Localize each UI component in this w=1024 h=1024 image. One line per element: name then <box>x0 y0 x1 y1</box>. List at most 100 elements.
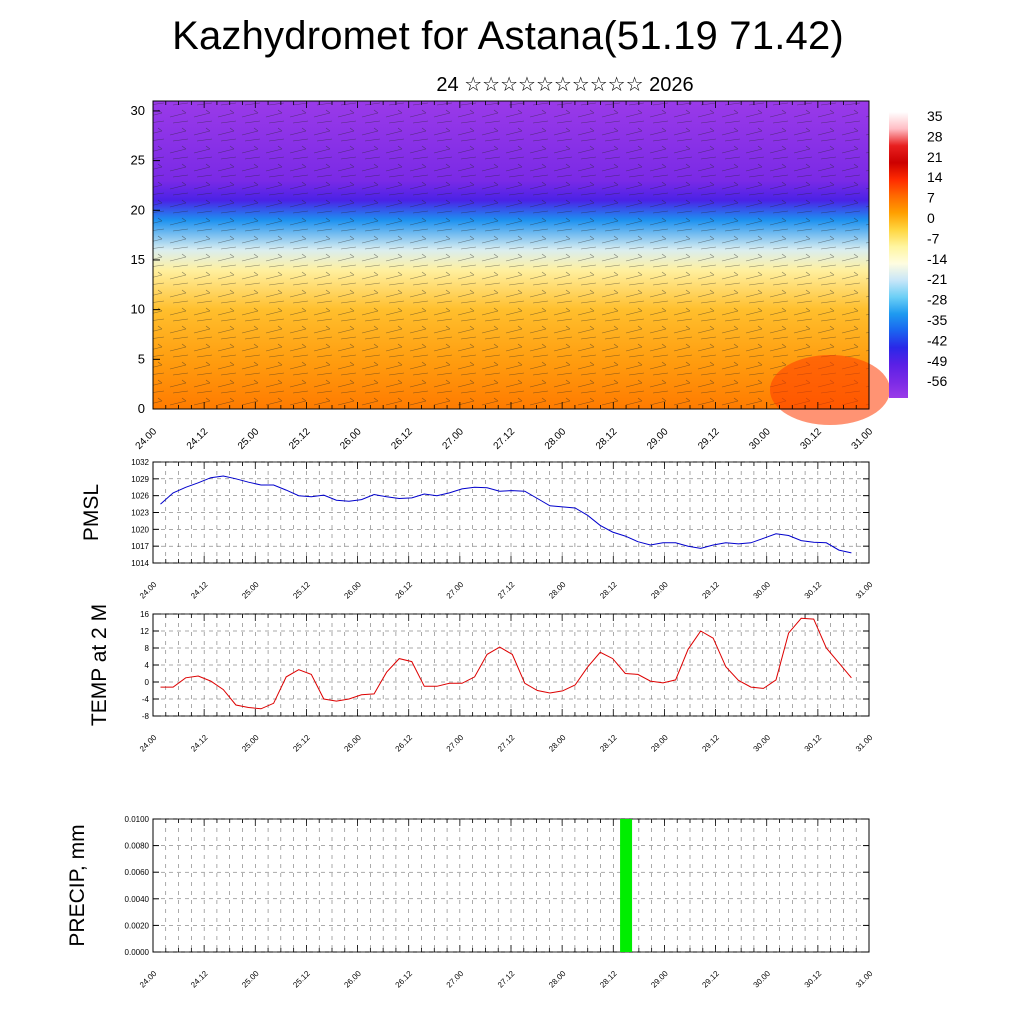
x-tick-label: 27.00 <box>445 580 466 601</box>
x-tick-label: 27.00 <box>441 426 467 452</box>
x-tick-label: 31.00 <box>850 426 876 452</box>
colorbar-label: -21 <box>927 271 947 287</box>
x-tick-label: 28.00 <box>547 580 568 601</box>
colorbar-label: 7 <box>927 190 935 206</box>
y-tick-label: -8 <box>142 712 150 721</box>
vertical-profile-chart: 0 5 10 15 20 25 30 24.00 24.12 25.00 25.12 26.00 26.… <box>131 100 890 452</box>
x-tick-label: 26.12 <box>394 733 415 754</box>
x-tick-label: 28.00 <box>543 426 569 452</box>
x-tick-label: 29.00 <box>649 733 670 754</box>
x-tick-label: 30.12 <box>799 426 825 452</box>
x-tick-label: 25.00 <box>236 426 262 452</box>
colorbar-label: -49 <box>927 353 947 369</box>
precipitation-chart: 0.0000 0.0020 0.0040 0.0060 0.0080 0.0100 PREC… <box>66 815 875 990</box>
y-tick-label: 1020 <box>131 525 149 534</box>
colorbar-label: -7 <box>927 230 940 246</box>
x-tick-label: 29.00 <box>649 580 670 601</box>
y-tick-label: 0.0040 <box>125 895 150 904</box>
x-tick-label: 25.00 <box>240 733 261 754</box>
series-line <box>160 617 852 710</box>
y-tick-label: 8 <box>145 644 150 653</box>
x-tick-label: 31.00 <box>854 580 875 601</box>
x-tick-label: 31.00 <box>854 969 875 990</box>
y-tick-label: 0.0060 <box>125 868 150 877</box>
y-tick-label: 30 <box>131 103 145 118</box>
x-tick-label: 29.00 <box>649 969 670 990</box>
x-tick-label: 26.00 <box>342 733 363 754</box>
x-tick-label: 26.00 <box>338 426 364 452</box>
y-tick-label: 4 <box>145 661 150 670</box>
x-tick-label: 30.00 <box>752 969 773 990</box>
y-tick-label: 0 <box>138 401 145 416</box>
x-tick-label: 31.00 <box>854 733 875 754</box>
x-tick-label: 29.12 <box>696 426 722 452</box>
x-tick-label: 30.00 <box>752 580 773 601</box>
x-tick-label: 24.00 <box>138 580 159 601</box>
x-tick-label: 25.12 <box>291 733 312 754</box>
temperature-chart: -8 -4 0 4 8 12 16 TEMP at 2 M 24.00 24.12 25.00 25.… <box>88 604 875 754</box>
y-tick-label: 5 <box>138 351 145 366</box>
y-tick-label: 1014 <box>131 559 149 568</box>
y-tick-label: 15 <box>131 252 145 267</box>
y-tick-label: 0 <box>145 678 150 687</box>
y-tick-label: 0.0020 <box>125 921 150 930</box>
x-tick-label: 27.12 <box>496 733 517 754</box>
x-tick-label: 24.00 <box>138 969 159 990</box>
colorbar: 35 28 21 14 7 0 -7 -14 -21 -28 -35 -42 -49 -56 <box>889 108 947 398</box>
x-tick-label: 29.12 <box>700 580 721 601</box>
colorbar-label: 35 <box>927 108 943 124</box>
colorbar-label: 14 <box>927 169 943 185</box>
y-tick-label: 12 <box>140 627 149 636</box>
x-tick-label: 29.00 <box>645 426 671 452</box>
y-tick-label: 1032 <box>131 458 149 467</box>
y-tick-label: 10 <box>131 302 145 317</box>
x-tick-label: 24.00 <box>134 426 160 452</box>
warm-area <box>770 355 890 425</box>
x-tick-label: 25.12 <box>291 580 312 601</box>
x-tick-label: 30.00 <box>747 426 773 452</box>
x-tick-label: 29.12 <box>700 969 721 990</box>
colorbar-label: 21 <box>927 149 943 165</box>
x-tick-label: 24.12 <box>189 580 210 601</box>
x-tick-label: 26.12 <box>389 426 415 452</box>
colorbar-label: 0 <box>927 210 935 226</box>
y-tick-label: 25 <box>131 153 145 168</box>
x-tick-label: 27.12 <box>496 969 517 990</box>
x-tick-label: 25.12 <box>291 969 312 990</box>
wind-barbs <box>153 101 869 409</box>
x-tick-label: 24.12 <box>189 969 210 990</box>
pmsl-chart: 1014 1017 1020 1023 1026 1029 1032 PMSL 24.00 24.… <box>80 458 875 601</box>
x-tick-label: 30.00 <box>752 733 773 754</box>
x-tick-label: 30.12 <box>803 580 824 601</box>
x-tick-label: 26.12 <box>394 580 415 601</box>
x-tick-label: 28.12 <box>598 733 619 754</box>
colorbar-label: -56 <box>927 373 947 389</box>
date-subtitle: 24 ☆☆☆☆☆☆☆☆☆☆ 2026 <box>436 74 694 96</box>
y-tick-label: 0.0100 <box>125 815 150 824</box>
y-tick-label: 1023 <box>131 509 149 518</box>
x-tick-label: 25.00 <box>240 969 261 990</box>
x-tick-label: 24.00 <box>138 733 159 754</box>
x-tick-label: 27.12 <box>496 580 517 601</box>
colorbar-label: -28 <box>927 292 947 308</box>
x-tick-label: 28.00 <box>547 733 568 754</box>
x-tick-label: 24.12 <box>185 426 211 452</box>
y-tick-label: -4 <box>142 695 150 704</box>
y-tick-label: 16 <box>140 610 149 619</box>
colorbar-label: -14 <box>927 251 947 267</box>
y-axis-title: PMSL <box>80 484 103 541</box>
page-title: Kazhydromet for Astana(51.19 71.42) <box>172 14 844 58</box>
y-tick-label: 0.0080 <box>125 842 150 851</box>
y-tick-label: 20 <box>131 202 145 217</box>
colorbar-label: 28 <box>927 128 943 144</box>
y-tick-label: 1017 <box>131 542 149 551</box>
y-axis-title: PRECIP, mm <box>66 824 89 946</box>
x-tick-label: 27.00 <box>445 969 466 990</box>
colorbar-label: -42 <box>927 332 947 348</box>
y-axis-title: TEMP at 2 M <box>88 604 111 726</box>
colorbar-swatch <box>889 112 908 398</box>
x-tick-label: 26.00 <box>342 580 363 601</box>
x-tick-label: 25.12 <box>287 426 313 452</box>
x-tick-label: 29.12 <box>700 733 721 754</box>
